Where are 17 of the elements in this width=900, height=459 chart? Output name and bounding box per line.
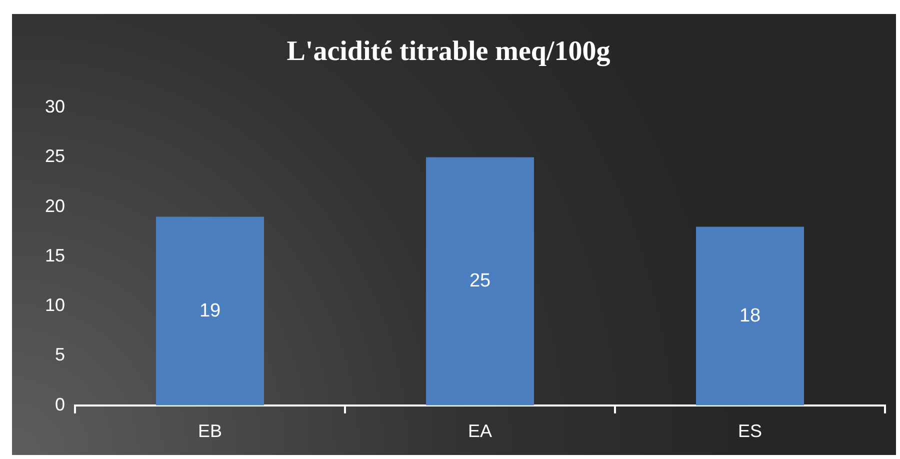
data-label: 25	[469, 270, 491, 292]
y-tick-label: 10	[44, 295, 65, 316]
y-tick-label: 30	[44, 96, 65, 117]
bar	[696, 226, 804, 406]
x-tick-label: ES	[738, 421, 762, 442]
y-tick-label: 15	[44, 245, 65, 266]
x-tick-label: EB	[198, 421, 222, 442]
y-tick-label: 25	[44, 146, 65, 166]
data-label: 19	[199, 300, 221, 322]
bar	[426, 157, 534, 406]
y-tick-label: 0	[54, 394, 65, 414]
data-label: 18	[739, 305, 761, 326]
x-tick-label: EA	[468, 421, 492, 442]
y-tick-label: 20	[44, 196, 65, 216]
bar	[156, 216, 264, 406]
y-tick-label: 5	[54, 344, 65, 365]
chart-title: L'acidité titrable meq/100g	[286, 36, 610, 68]
